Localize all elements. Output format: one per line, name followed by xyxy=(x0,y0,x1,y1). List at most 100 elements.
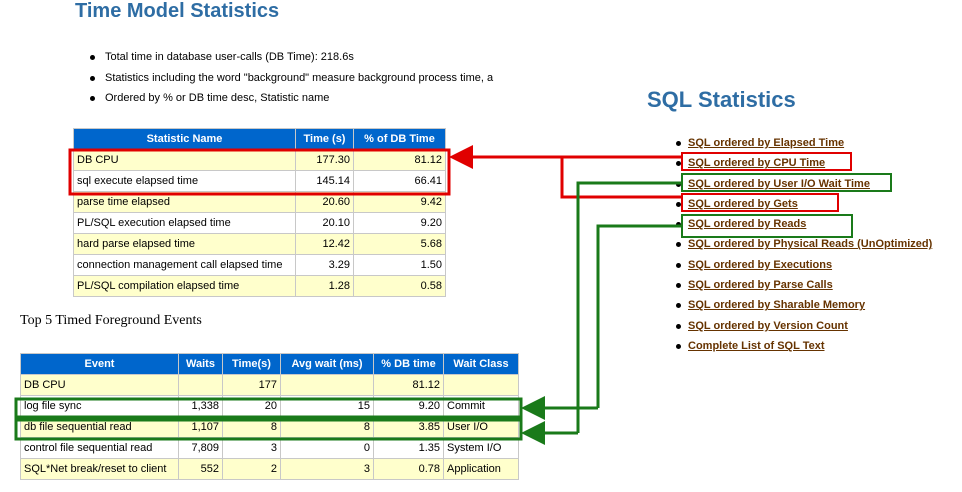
table-cell: 0.58 xyxy=(353,275,446,297)
sql-link[interactable]: SQL ordered by Sharable Memory xyxy=(688,299,866,312)
table-cell: 20.10 xyxy=(295,212,354,234)
table-row: sql execute elapsed time 145.14 66.41 xyxy=(73,170,446,192)
table-cell: 81.12 xyxy=(373,374,444,396)
header-row: Statistic Name Time (s)% of DB Time xyxy=(73,128,446,150)
table-cell: User I/O xyxy=(443,416,519,438)
table-cell: 2 xyxy=(222,458,281,480)
column-header: Avg wait (ms) xyxy=(280,353,374,375)
table-row: SQL*Net break/reset to client 552 2 3 0.78 Ap… xyxy=(20,458,519,480)
table-cell: connection management call elapsed time xyxy=(73,254,296,276)
table-cell: SQL*Net break/reset to client xyxy=(20,458,179,480)
table-cell: 9.20 xyxy=(373,395,444,417)
time-model-table: Statistic Name Time (s)% of DB Time DB CPU… xyxy=(73,128,446,297)
table-cell: 3 xyxy=(222,437,281,459)
events-table: Event Waits Time(s) Avg wait (ms)% DB time W… xyxy=(20,353,519,480)
events-title: Top 5 Timed Foreground Events xyxy=(20,313,202,328)
link-item: SQL ordered by Physical Reads (UnOptimiz… xyxy=(676,234,932,254)
table-cell: 3 xyxy=(280,458,374,480)
table-cell: parse time elapsed xyxy=(73,191,296,213)
table-cell: 1,107 xyxy=(178,416,223,438)
table-cell: hard parse elapsed time xyxy=(73,233,296,255)
table-cell: 20.60 xyxy=(295,191,354,213)
column-header: Wait Class xyxy=(443,353,519,375)
sql-link[interactable]: SQL ordered by Gets xyxy=(688,197,798,210)
sql-link[interactable]: SQL ordered by Parse Calls xyxy=(688,279,833,292)
table-row: control file sequential read 7,809 3 0 1.35 S… xyxy=(20,437,519,459)
table-cell: 1.28 xyxy=(295,275,354,297)
table-cell: 66.41 xyxy=(353,170,446,192)
sql-link[interactable]: SQL ordered by Physical Reads (UnOptimiz… xyxy=(688,238,933,251)
sql-link-list: SQL ordered by Elapsed Time SQL ordered b… xyxy=(676,133,932,356)
bullet: Total time in database user-calls (DB Ti… xyxy=(90,51,537,72)
section-title: Time Model Statistics xyxy=(75,0,280,22)
table-cell: 145.14 xyxy=(295,170,354,192)
table-cell: 3.85 xyxy=(373,416,444,438)
table-cell: 177 xyxy=(222,374,281,396)
link-item: SQL ordered by Sharable Memory xyxy=(676,295,932,315)
table-cell xyxy=(178,374,223,396)
table-row: log file sync 1,338 20 15 9.20 Commit xyxy=(20,395,519,417)
link-item: SQL ordered by Reads xyxy=(676,214,932,234)
link-item: SQL ordered by User I/O Wait Time xyxy=(676,174,932,194)
table-cell: 20 xyxy=(222,395,281,417)
table-row: PL/SQL execution elapsed time 20.10 9.20 xyxy=(73,212,446,234)
table-cell: 12.42 xyxy=(295,233,354,255)
table-cell: 8 xyxy=(222,416,281,438)
table-cell: 15 xyxy=(280,395,374,417)
sql-link[interactable]: Complete List of SQL Text xyxy=(688,339,825,352)
link-item: Complete List of SQL Text xyxy=(676,336,932,356)
table-row: connection management call elapsed time 3… xyxy=(73,254,446,276)
table-cell xyxy=(280,374,374,396)
table-cell: 9.42 xyxy=(353,191,446,213)
table-cell: DB CPU xyxy=(20,374,179,396)
table-cell: 7,809 xyxy=(178,437,223,459)
column-header: Statistic Name xyxy=(73,128,296,150)
column-header: % DB time xyxy=(373,353,444,375)
link-item: SQL ordered by Executions xyxy=(676,255,932,275)
table-row: PL/SQL compilation elapsed time 1.28 0.58 xyxy=(73,275,446,297)
table-row: DB CPU 177.30 81.12 xyxy=(73,149,446,171)
table-cell: 1.50 xyxy=(353,254,446,276)
table-cell: 0.78 xyxy=(373,458,444,480)
column-header: Event xyxy=(20,353,179,375)
column-header: Time(s) xyxy=(222,353,281,375)
sql-statistics-title: SQL Statistics xyxy=(647,87,796,112)
table-cell: Application xyxy=(443,458,519,480)
table-cell: PL/SQL execution elapsed time xyxy=(73,212,296,234)
table-cell: 81.12 xyxy=(353,149,446,171)
table-cell: 177.30 xyxy=(295,149,354,171)
sql-link[interactable]: SQL ordered by Version Count xyxy=(688,319,848,332)
sql-link[interactable]: SQL ordered by Executions xyxy=(688,258,833,271)
table-cell: control file sequential read xyxy=(20,437,179,459)
column-header: Waits xyxy=(178,353,223,375)
table-cell: 1,338 xyxy=(178,395,223,417)
table-row: parse time elapsed 20.60 9.42 xyxy=(73,191,446,213)
link-item: SQL ordered by Elapsed Time xyxy=(676,133,932,153)
link-item: SQL ordered by CPU Time xyxy=(676,153,932,173)
table-cell: db file sequential read xyxy=(20,416,179,438)
link-item: SQL ordered by Parse Calls xyxy=(676,275,932,295)
table-cell: 8 xyxy=(280,416,374,438)
bullet-list: Total time in database user-calls (DB Ti… xyxy=(90,51,537,113)
bullet: Statistics including the word "backgroun… xyxy=(90,72,537,93)
table-cell: 5.68 xyxy=(353,233,446,255)
header-row: Event Waits Time(s) Avg wait (ms)% DB time W… xyxy=(20,353,519,375)
table-cell: sql execute elapsed time xyxy=(73,170,296,192)
column-header: Time (s) xyxy=(295,128,354,150)
bullet: Ordered by % or DB time desc, Statistic … xyxy=(90,92,537,113)
table-row: db file sequential read 1,107 8 8 3.85 User I… xyxy=(20,416,519,438)
sql-link[interactable]: SQL ordered by Reads xyxy=(688,218,807,231)
table-cell: 9.20 xyxy=(353,212,446,234)
table-cell: Commit xyxy=(443,395,519,417)
sql-link[interactable]: SQL ordered by Elapsed Time xyxy=(688,137,845,149)
table-cell: 0 xyxy=(280,437,374,459)
table-cell: PL/SQL compilation elapsed time xyxy=(73,275,296,297)
link-item: SQL ordered by Version Count xyxy=(676,316,932,336)
table-row: hard parse elapsed time 12.42 5.68 xyxy=(73,233,446,255)
table-cell: 552 xyxy=(178,458,223,480)
table-cell: DB CPU xyxy=(73,149,296,171)
sql-link[interactable]: SQL ordered by User I/O Wait Time xyxy=(688,177,870,190)
sql-link[interactable]: SQL ordered by CPU Time xyxy=(688,157,826,170)
table-row: DB CPU 177 81.12 xyxy=(20,374,519,396)
